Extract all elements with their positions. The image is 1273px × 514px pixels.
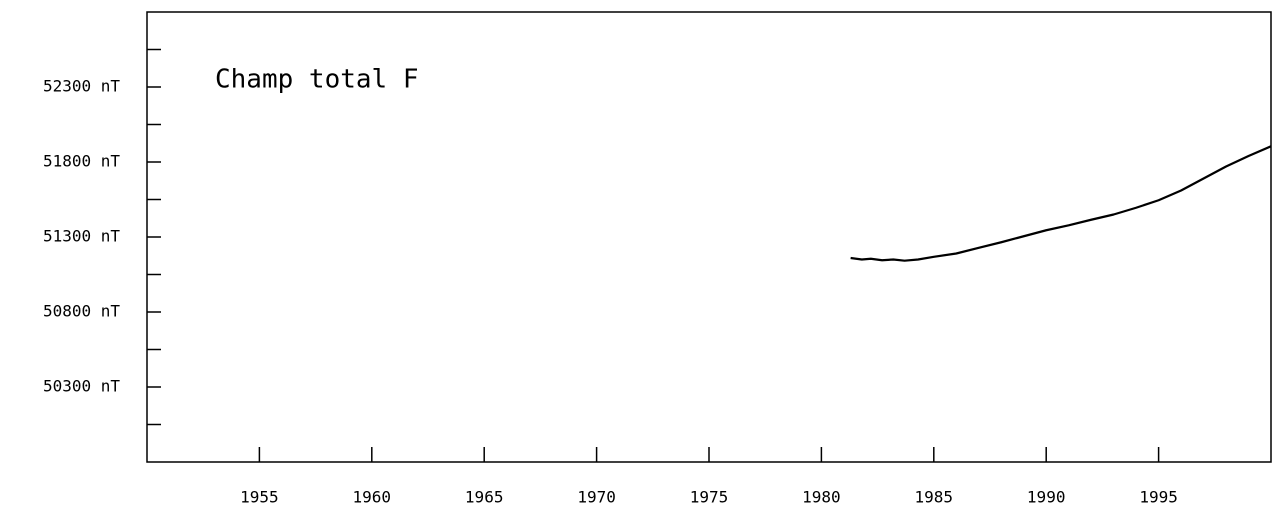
data-line	[850, 145, 1272, 262]
y-tick-label: 50800 nT	[43, 302, 120, 321]
x-tick-label: 1960	[353, 488, 392, 507]
y-tick-label: 50300 nT	[43, 377, 120, 396]
x-tick-label: 1955	[240, 488, 279, 507]
y-tick-label: 51300 nT	[43, 227, 120, 246]
x-tick-label: 1980	[802, 488, 841, 507]
x-tick-label: 1985	[915, 488, 954, 507]
x-tick-label: 1995	[1139, 488, 1178, 507]
x-tick-label: 1965	[465, 488, 504, 507]
x-tick-label: 1990	[1027, 488, 1066, 507]
y-tick-label: 52300 nT	[43, 77, 120, 96]
y-tick-label: 51800 nT	[43, 152, 120, 171]
x-tick-label: 1970	[577, 488, 616, 507]
x-tick-label: 1975	[690, 488, 729, 507]
chart-title: Champ total F	[215, 65, 419, 95]
